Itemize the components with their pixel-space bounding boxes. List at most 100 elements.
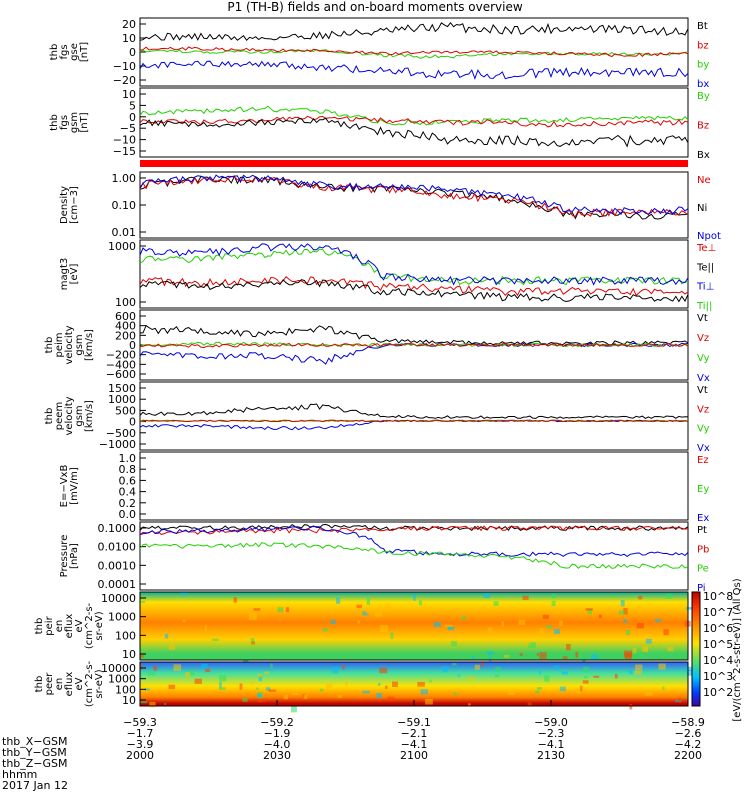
panel-frame-density bbox=[139, 171, 689, 239]
spectrogram-pixel bbox=[483, 593, 491, 599]
spectrogram-pixel bbox=[285, 607, 290, 612]
spectrogram-pixel bbox=[336, 597, 341, 604]
y-axis-label: fgs bbox=[59, 115, 70, 130]
chart-title: P1 (TH-B) fields and on-board moments ov… bbox=[227, 0, 523, 14]
colorbar-tick: 10^4 bbox=[703, 654, 733, 667]
spectrogram-pixel bbox=[645, 638, 652, 644]
y-tick-label: −5 bbox=[120, 122, 136, 135]
legend-Vy: Vy bbox=[697, 353, 710, 364]
y-tick-label: −20 bbox=[113, 74, 136, 87]
y-tick-label: 0.8 bbox=[119, 463, 137, 476]
y-tick-label: 0.0010 bbox=[98, 559, 137, 572]
spectrogram-pixel bbox=[686, 669, 694, 676]
series-pressure-Pb bbox=[139, 525, 689, 535]
spectrogram-pixel bbox=[457, 674, 461, 677]
spectrogram-pixel bbox=[535, 690, 540, 694]
panel-frame-efield bbox=[139, 451, 689, 521]
x-tick-label: −59.0 bbox=[534, 716, 568, 729]
spectrogram-pixel bbox=[379, 667, 388, 674]
legend-Ey: Ey bbox=[697, 484, 709, 495]
y-axis-label: fgs bbox=[59, 44, 70, 59]
spectrogram-pixel bbox=[250, 637, 255, 643]
spectrogram-pixel bbox=[582, 666, 590, 673]
spectrogram-pixel bbox=[685, 666, 693, 672]
spectrogram-pixel bbox=[481, 662, 484, 667]
spectrogram-pixel bbox=[639, 653, 645, 658]
y-axis-label: [nT] bbox=[79, 42, 90, 62]
spectrogram-pixel bbox=[559, 620, 563, 627]
spectrogram-pixel bbox=[322, 628, 328, 632]
spectrogram-pixel bbox=[376, 692, 383, 699]
spectrogram-pixel bbox=[243, 657, 249, 664]
spectrogram-pixel bbox=[182, 619, 186, 623]
y-tick-label: 0 bbox=[129, 339, 136, 352]
spectrogram-pixel bbox=[330, 619, 336, 625]
y-axis-label: (cm^2-s- bbox=[84, 660, 95, 707]
x-tick-label: −2.6 bbox=[675, 727, 702, 740]
spectrogram-pixel bbox=[269, 663, 273, 669]
y-tick-label: 0 bbox=[129, 416, 136, 429]
panel-frame-fgs-gse bbox=[139, 17, 689, 87]
x-tick-label: −4.0 bbox=[264, 738, 291, 751]
spectrogram-pixel bbox=[522, 595, 529, 601]
y-axis-label: thb bbox=[49, 44, 60, 61]
spectrogram-pixel bbox=[504, 654, 510, 658]
legend-Vt: Vt bbox=[697, 313, 708, 324]
legend-Pb: Pb bbox=[697, 544, 709, 555]
spectrogram-pixel bbox=[489, 654, 492, 662]
spectrogram-pixel bbox=[493, 601, 499, 606]
series-density-Ni bbox=[139, 174, 689, 220]
y-tick-label: 0 bbox=[129, 111, 136, 124]
y-axis-label: eflux bbox=[64, 614, 75, 639]
spectrogram-pixel bbox=[149, 701, 156, 708]
spectrogram-pixel bbox=[380, 625, 388, 632]
y-axis-label: velocity bbox=[64, 396, 75, 435]
y-tick-label: −200 bbox=[106, 349, 136, 362]
y-tick-label: 400 bbox=[115, 320, 136, 333]
spectrogram-pixel bbox=[587, 608, 592, 614]
spectrogram-pixel bbox=[342, 664, 345, 670]
series-density-Npot bbox=[139, 174, 689, 216]
y-tick-label: 0.6 bbox=[119, 474, 137, 487]
spectrogram-pixel bbox=[140, 600, 146, 604]
y-axis-label: magt3 bbox=[59, 258, 70, 291]
spectrogram-pixel bbox=[257, 673, 263, 678]
spectrogram-pixel bbox=[356, 604, 363, 608]
spectrogram-pixel bbox=[593, 675, 600, 678]
x-tick-label: −59.3 bbox=[123, 716, 157, 729]
spectrogram-pixel bbox=[562, 656, 568, 660]
spectrogram-pixel bbox=[487, 627, 493, 633]
y-tick-label: 100 bbox=[115, 296, 136, 309]
spectrogram-pixel bbox=[140, 701, 148, 704]
ephem-label-x: thb_X−GSM bbox=[2, 735, 68, 748]
y-axis-label: gsm bbox=[74, 334, 85, 355]
y-axis-label: [cm−3] bbox=[69, 186, 80, 224]
y-axis-label: [nT] bbox=[79, 112, 90, 132]
legend-Bz: Bz bbox=[697, 121, 709, 132]
legend-Vy: Vy bbox=[697, 424, 710, 435]
y-tick-label: 10 bbox=[122, 694, 136, 707]
legend-bx: bx bbox=[697, 79, 709, 90]
spectrogram-pixel bbox=[539, 628, 544, 634]
spectrogram-pixel bbox=[366, 598, 370, 605]
series-fgs-gsm-Bx bbox=[139, 117, 689, 148]
spectrogram-pixel bbox=[303, 694, 308, 699]
spectrogram-pixel bbox=[474, 664, 480, 670]
spectrogram-pixel bbox=[453, 692, 457, 696]
series-ion-vel-Vz bbox=[139, 342, 689, 349]
y-axis-label: en bbox=[54, 678, 65, 691]
legend-Vz: Vz bbox=[697, 404, 709, 415]
spectrogram-pixel bbox=[675, 699, 682, 702]
spectrogram-pixel bbox=[194, 678, 202, 684]
series-fgs-gse-Bt bbox=[139, 21, 689, 41]
spectrogram-pixel bbox=[242, 698, 248, 702]
y-tick-label: −400 bbox=[106, 358, 136, 371]
y-axis-label: en bbox=[54, 620, 65, 633]
panel-frame-elec-vel bbox=[139, 381, 689, 451]
y-tick-label: 0.1000 bbox=[98, 522, 137, 535]
spectrogram-pixel bbox=[390, 632, 394, 639]
spectrogram-pixel bbox=[429, 679, 432, 683]
spectrogram-pixel bbox=[265, 687, 271, 691]
spectrogram-pixel bbox=[539, 652, 547, 660]
series-elec-vel-Vt bbox=[139, 403, 689, 419]
